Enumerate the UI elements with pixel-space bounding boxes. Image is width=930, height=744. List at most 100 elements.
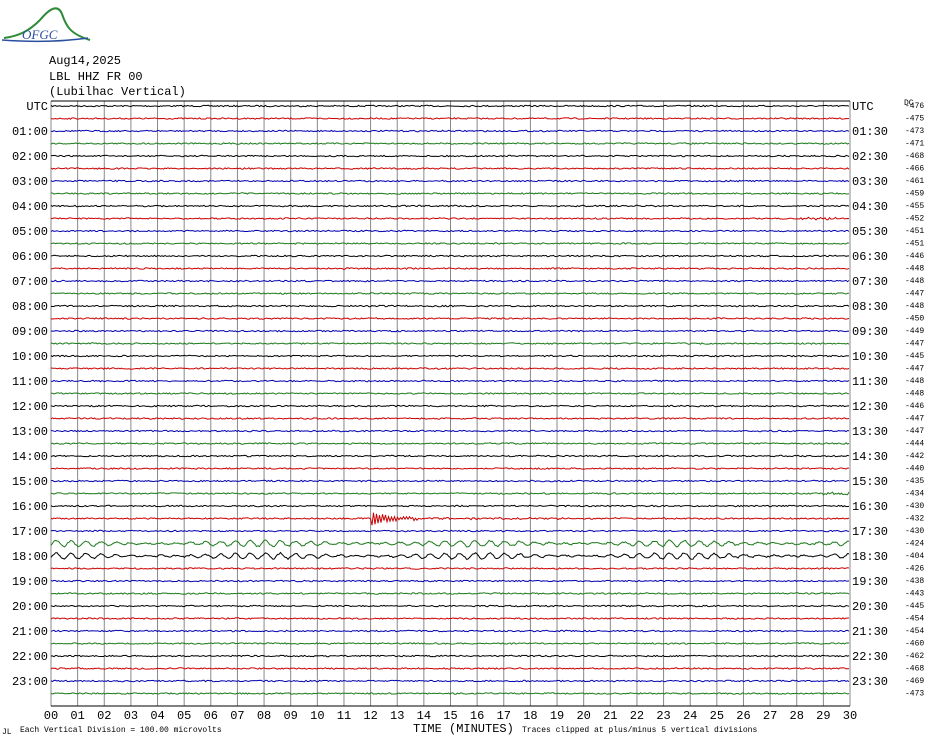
dc-offset: -446 xyxy=(905,252,924,261)
dc-offset: -455 xyxy=(905,202,924,211)
trace xyxy=(50,629,850,633)
trace xyxy=(51,392,850,395)
trace xyxy=(50,342,850,345)
trace xyxy=(50,454,850,458)
dc-offset: -447 xyxy=(905,340,924,349)
corner-mark: JL xyxy=(2,728,12,737)
dc-offset: -447 xyxy=(905,427,924,436)
trace xyxy=(50,604,850,608)
dc-offset: -475 xyxy=(905,115,924,124)
left-time-label: 22:00 xyxy=(12,650,48,664)
x-tick-label: 12 xyxy=(363,709,377,723)
dc-offset: -448 xyxy=(905,302,924,311)
location: (Lubilhac Vertical) xyxy=(49,85,186,99)
x-tick-label: 06 xyxy=(204,709,218,723)
logo: OFGC xyxy=(1,7,91,43)
dc-offset: -460 xyxy=(905,640,924,649)
right-time-label: 16:30 xyxy=(852,500,888,514)
trace xyxy=(50,367,850,370)
dc-offset: -448 xyxy=(905,265,924,274)
dc-offset: -404 xyxy=(905,552,924,561)
trace xyxy=(50,117,850,120)
dc-offset: -442 xyxy=(905,452,924,461)
right-time-label: 01:30 xyxy=(852,125,888,139)
right-time-label: 23:30 xyxy=(852,675,888,689)
x-tick-label: 10 xyxy=(310,709,324,723)
x-tick-label: 28 xyxy=(790,709,804,723)
x-tick-label: 29 xyxy=(816,709,830,723)
dc-offset: -462 xyxy=(905,652,924,661)
trace xyxy=(50,491,850,496)
trace xyxy=(50,539,850,548)
left-time-label: 16:00 xyxy=(12,500,48,514)
dc-offset: -448 xyxy=(905,277,924,286)
trace xyxy=(50,279,850,283)
dc-offset: -466 xyxy=(905,165,924,174)
x-tick-label: 20 xyxy=(576,709,590,723)
left-time-label: 05:00 xyxy=(12,225,48,239)
right-time-label: 17:30 xyxy=(852,525,888,539)
x-tick-label: 26 xyxy=(736,709,750,723)
dc-offset: -444 xyxy=(905,440,924,449)
right-time-label: 02:30 xyxy=(852,150,888,164)
x-tick-label: 17 xyxy=(497,709,511,723)
trace xyxy=(50,304,850,308)
trace xyxy=(50,129,850,133)
trace xyxy=(50,642,850,645)
traces xyxy=(50,104,850,695)
right-time-label: UTC xyxy=(852,100,874,114)
left-time-label: 03:00 xyxy=(12,175,48,189)
x-tick-label: 14 xyxy=(417,709,431,723)
logo-text: OFGC xyxy=(22,27,58,42)
dc-offset: -476 xyxy=(905,102,924,111)
trace xyxy=(50,204,850,208)
dc-offset: -424 xyxy=(905,540,924,549)
trace xyxy=(50,417,850,420)
trace xyxy=(50,529,850,533)
dc-offset: -451 xyxy=(905,227,924,236)
left-time-label: 04:00 xyxy=(12,200,48,214)
right-time-label: 05:30 xyxy=(852,225,888,239)
trace xyxy=(50,442,850,445)
trace xyxy=(50,329,849,333)
trace xyxy=(50,354,849,358)
trace xyxy=(50,254,850,258)
dc-offset: -443 xyxy=(905,590,924,599)
dc-offset: -426 xyxy=(905,565,924,574)
trace xyxy=(50,592,850,595)
dc-offset: -454 xyxy=(905,627,924,636)
right-time-label: 07:30 xyxy=(852,275,888,289)
right-time-label: 04:30 xyxy=(852,200,888,214)
left-time-label: 15:00 xyxy=(12,475,48,489)
date: Aug14,2025 xyxy=(49,54,121,68)
left-time-label: 20:00 xyxy=(12,600,48,614)
right-time-label: 09:30 xyxy=(852,325,888,339)
dc-offset: -446 xyxy=(905,402,924,411)
right-time-label: 18:30 xyxy=(852,550,888,564)
dc-offset: -473 xyxy=(905,690,924,699)
x-tick-label: 04 xyxy=(150,709,164,723)
trace xyxy=(50,292,850,295)
dc-offset: -471 xyxy=(905,140,924,149)
left-time-label: 12:00 xyxy=(12,400,48,414)
trace xyxy=(50,404,850,408)
trace xyxy=(50,317,850,320)
x-tick-label: 09 xyxy=(283,709,297,723)
trace xyxy=(50,267,850,270)
right-time-label: 14:30 xyxy=(852,450,888,464)
right-time-label: 12:30 xyxy=(852,400,888,414)
trace xyxy=(50,229,850,233)
left-time-label: 11:00 xyxy=(12,375,48,389)
left-time-label: 19:00 xyxy=(12,575,48,589)
trace xyxy=(50,104,850,108)
trace xyxy=(50,242,850,245)
x-tick-label: 07 xyxy=(230,709,244,723)
x-tick-label: 01 xyxy=(70,709,84,723)
clip-note: Traces clipped at plus/minus 5 vertical … xyxy=(522,726,757,735)
left-time-label: 18:00 xyxy=(12,550,48,564)
left-time-label: 21:00 xyxy=(12,625,48,639)
left-time-label: 08:00 xyxy=(12,300,48,314)
dc-offset: -448 xyxy=(905,390,924,399)
dc-offset: -454 xyxy=(905,615,924,624)
